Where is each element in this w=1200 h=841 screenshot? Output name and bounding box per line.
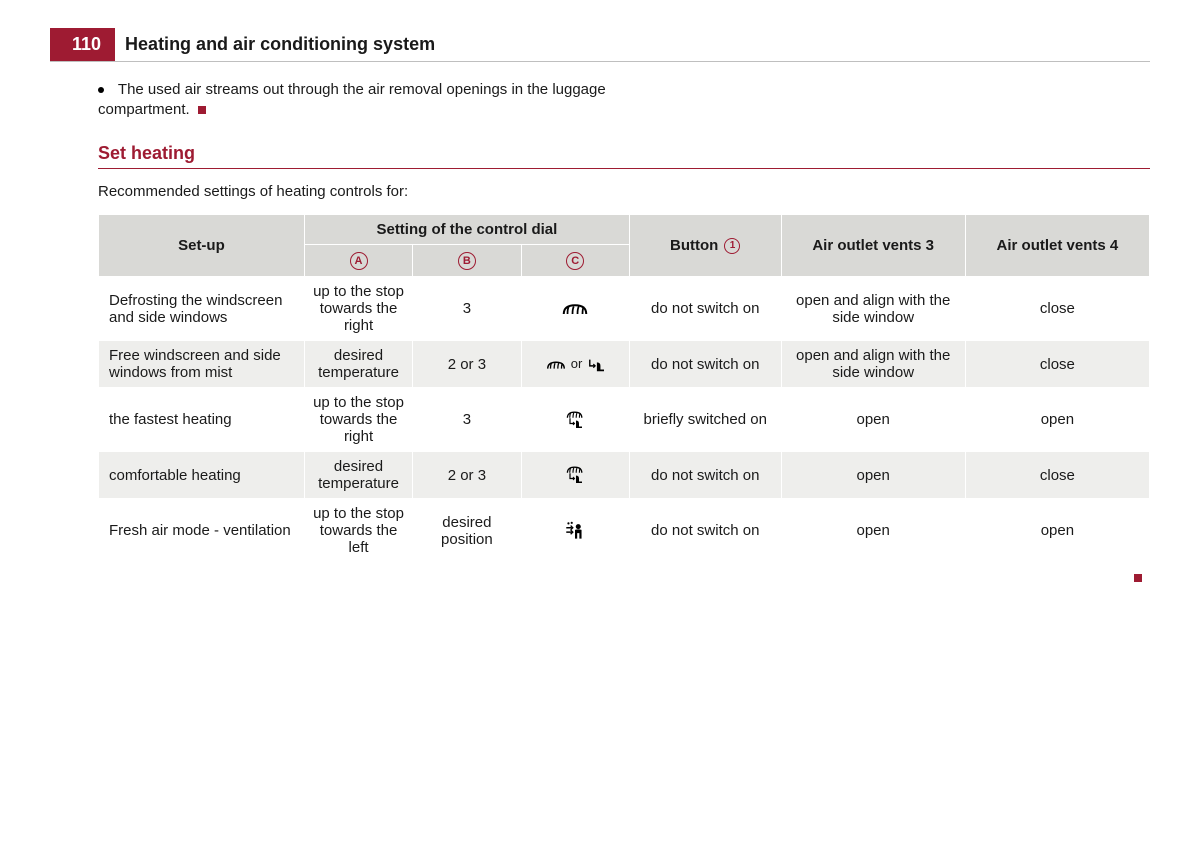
th-button-label: Button [670,237,718,254]
cell-v3: open [781,499,965,563]
section-heading: Set heating [98,143,1150,164]
cell-setup: Defrosting the windscreen and side windo… [99,277,305,341]
circled-a-icon: A [350,252,368,270]
cell-c [521,388,629,452]
table-row: Defrosting the windscreen and side windo… [99,277,1150,341]
manual-page: 110 Heating and air conditioning system … [0,0,1200,586]
cell-button: do not switch on [629,341,781,388]
cell-button: do not switch on [629,277,781,341]
table-row: comfortable heating desired temperature … [99,452,1150,499]
cell-setup: Fresh air mode - ventilation [99,499,305,563]
cell-v4: open [965,499,1149,563]
cell-a: up to the stop towards the right [304,277,412,341]
table-row: Free windscreen and side windows from mi… [99,341,1150,388]
cell-v4: close [965,452,1149,499]
th-vents3: Air outlet vents 3 [781,214,965,277]
circled-c-icon: C [566,252,584,270]
cell-a: desired temperature [304,452,412,499]
end-marker-icon [1134,574,1142,582]
cell-v3: open [781,452,965,499]
cell-c [521,277,629,341]
cell-v4: close [965,277,1149,341]
cell-v4: close [965,341,1149,388]
page-header: 110 Heating and air conditioning system [50,28,1150,62]
settings-table: Set-up Setting of the control dial Butto… [98,214,1150,564]
defrost-icon [545,358,567,372]
page-title: Heating and air conditioning system [125,34,435,55]
cell-c: or [521,341,629,388]
feet-icon [586,357,606,373]
cell-c [521,452,629,499]
cell-b: desired position [413,499,521,563]
th-dial-a: A [304,244,412,277]
cell-button: do not switch on [629,499,781,563]
defrost-icon [560,300,590,318]
cell-v3: open and align with the side window [781,277,965,341]
person-vent-icon [563,521,587,541]
th-vents4: Air outlet vents 4 [965,214,1149,277]
table-body: Defrosting the windscreen and side windo… [99,277,1150,563]
bullet-icon [98,87,104,93]
circled-1-icon: 1 [724,238,740,254]
circled-b-icon: B [458,252,476,270]
bullet-paragraph: The used air streams out through the air… [98,80,638,121]
th-dial-group: Setting of the control dial [304,214,629,244]
cell-a: up to the stop towards the right [304,388,412,452]
table-row: the fastest heating up to the stop towar… [99,388,1150,452]
cell-v3: open and align with the side window [781,341,965,388]
heading-rule [98,168,1150,169]
intro-text: Recommended settings of heating controls… [98,183,1150,200]
cell-b: 3 [413,388,521,452]
cell-a: desired temperature [304,341,412,388]
bullet-text: The used air streams out through the air… [98,81,606,118]
cell-button: do not switch on [629,452,781,499]
cell-c [521,499,629,563]
end-marker-icon [198,106,206,114]
cell-b: 2 or 3 [413,452,521,499]
cell-v4: open [965,388,1149,452]
th-setup: Set-up [99,214,305,277]
cell-setup: comfortable heating [99,452,305,499]
cell-v3: open [781,388,965,452]
cell-setup: Free windscreen and side windows from mi… [99,341,305,388]
th-dial-c: C [521,244,629,277]
cell-button: briefly switched on [629,388,781,452]
table-row: Fresh air mode - ventilation up to the s… [99,499,1150,563]
section-end-marker [50,569,1142,586]
th-button: Button 1 [629,214,781,277]
th-dial-b: B [413,244,521,277]
or-text: or [571,356,586,371]
cell-b: 3 [413,277,521,341]
page-number: 110 [50,28,115,61]
defrost-feet-icon [562,464,588,486]
cell-a: up to the stop towards the left [304,499,412,563]
cell-setup: the fastest heating [99,388,305,452]
cell-b: 2 or 3 [413,341,521,388]
defrost-feet-icon [562,409,588,431]
